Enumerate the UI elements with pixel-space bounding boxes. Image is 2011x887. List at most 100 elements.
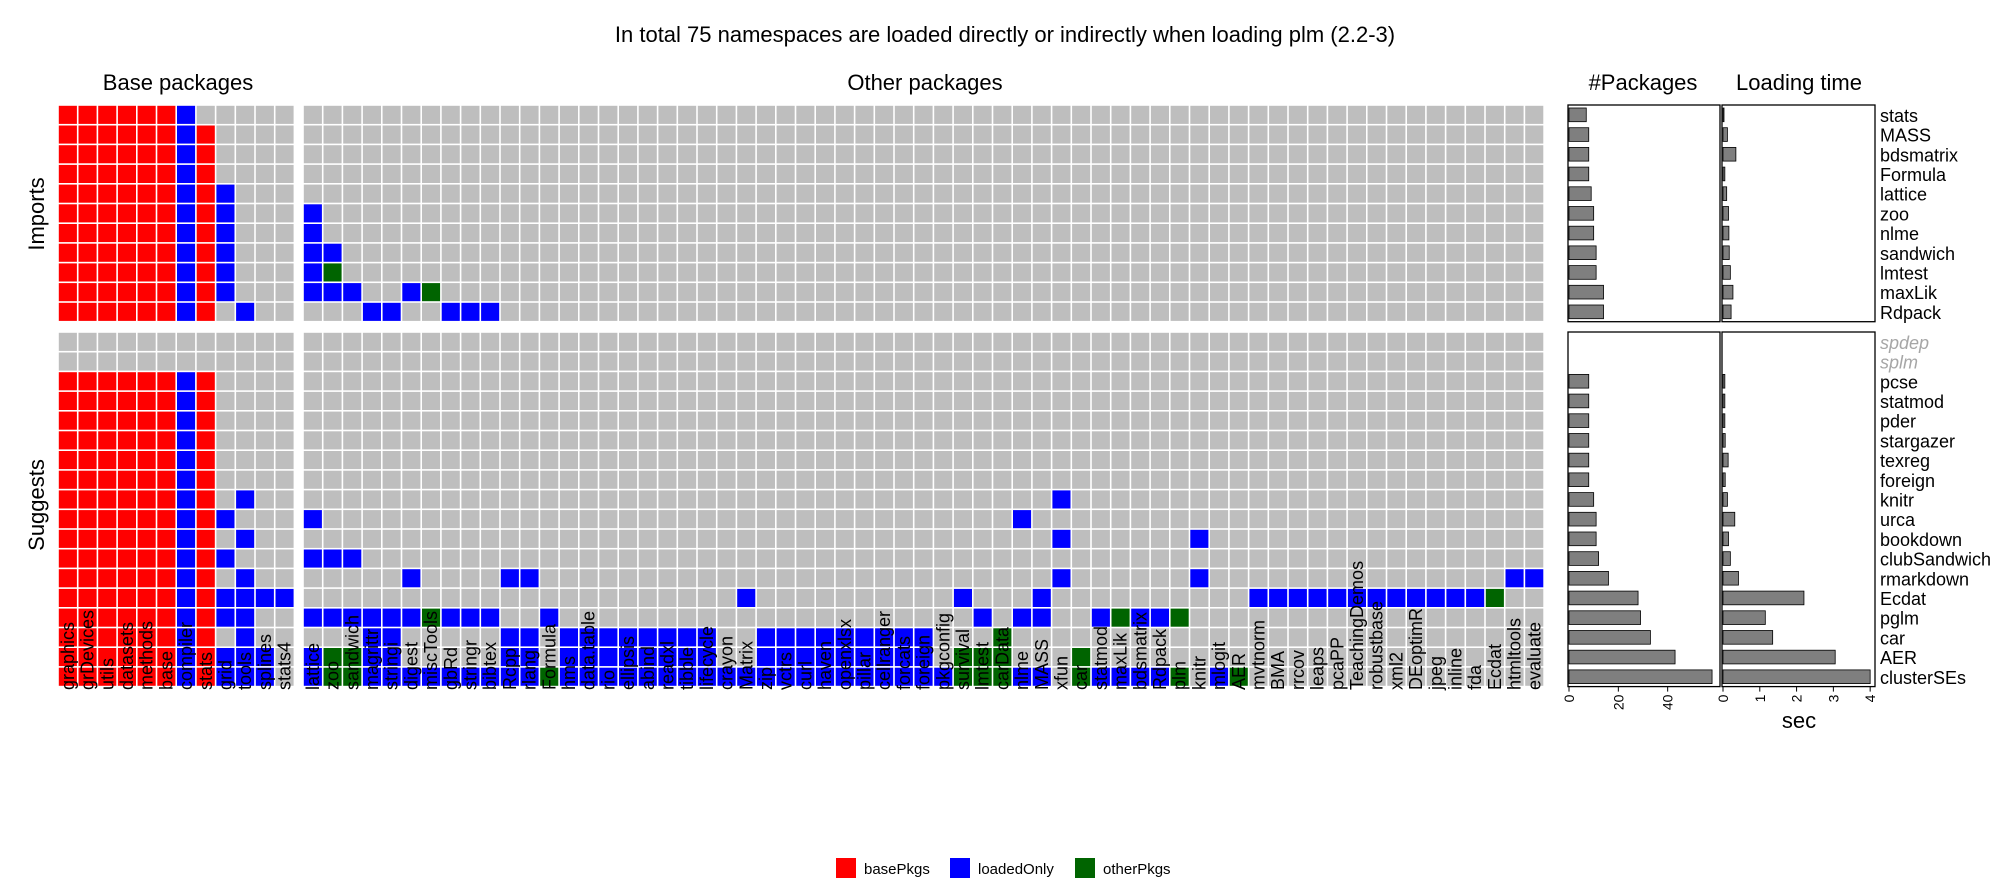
- heatmap-cell: [737, 569, 756, 588]
- heatmap-cell: [619, 391, 638, 410]
- heatmap-cell: [875, 263, 894, 282]
- heatmap-cell: [481, 125, 500, 144]
- heatmap-cell: [1446, 431, 1465, 450]
- heatmap-cell: [1032, 372, 1051, 391]
- heatmap-cell: [255, 283, 274, 302]
- heatmap-cell: [343, 164, 362, 183]
- heatmap-cell: [481, 391, 500, 410]
- heatmap-cell: [1347, 243, 1366, 262]
- heatmap-cell: [953, 510, 972, 529]
- column-label: pkgconfig: [933, 613, 953, 690]
- heatmap-cell: [993, 332, 1012, 351]
- heatmap-cell: [1426, 164, 1445, 183]
- bar: [1722, 433, 1726, 448]
- heatmap-cell: [461, 263, 480, 282]
- heatmap-cell: [461, 391, 480, 410]
- heatmap-cell: [343, 204, 362, 223]
- heatmap-cell: [78, 569, 97, 588]
- heatmap-cell: [441, 490, 460, 509]
- heatmap-cell: [1091, 667, 1110, 686]
- heatmap-cell: [1485, 105, 1504, 124]
- heatmap-cell: [1308, 145, 1327, 164]
- heatmap-cell: [1131, 352, 1150, 371]
- heatmap-cell: [776, 184, 795, 203]
- heatmap-cell: [1170, 411, 1189, 430]
- heatmap-cell: [441, 145, 460, 164]
- heatmap-cell: [973, 470, 992, 489]
- heatmap-cell: [58, 628, 77, 647]
- heatmap-cell: [540, 628, 559, 647]
- heatmap-cell: [1091, 224, 1110, 243]
- heatmap-cell: [678, 667, 697, 686]
- heatmap-cell: [1032, 105, 1051, 124]
- heatmap-cell: [756, 451, 775, 470]
- heatmap-cell: [1347, 263, 1366, 282]
- heatmap-cell: [343, 105, 362, 124]
- heatmap-cell: [275, 105, 294, 124]
- heatmap-cell: [1347, 164, 1366, 183]
- heatmap-cell: [1308, 302, 1327, 321]
- heatmap-cell: [196, 391, 215, 410]
- heatmap-cell: [953, 204, 972, 223]
- heatmap-cell: [1032, 431, 1051, 450]
- heatmap-cell: [362, 411, 381, 430]
- heatmap-cell: [1072, 628, 1091, 647]
- heatmap-cell: [1170, 184, 1189, 203]
- heatmap-cell: [1249, 302, 1268, 321]
- heatmap-cell: [461, 431, 480, 450]
- heatmap-cell: [402, 510, 421, 529]
- heatmap-cell: [599, 105, 618, 124]
- heatmap-cell: [717, 608, 736, 627]
- heatmap-cell: [717, 648, 736, 667]
- heatmap-cell: [402, 588, 421, 607]
- heatmap-cell: [619, 451, 638, 470]
- heatmap-cell: [1308, 667, 1327, 686]
- heatmap-cell: [1328, 332, 1347, 351]
- heatmap-cell: [717, 391, 736, 410]
- heatmap-cell: [137, 391, 156, 410]
- heatmap-cell: [303, 411, 322, 430]
- heatmap-cell: [1367, 608, 1386, 627]
- heatmap-cell: [1269, 224, 1288, 243]
- heatmap-cell: [58, 510, 77, 529]
- heatmap-cell: [1466, 431, 1485, 450]
- heatmap-cell: [1150, 470, 1169, 489]
- heatmap-cell: [275, 628, 294, 647]
- heatmap-cell: [1328, 667, 1347, 686]
- heatmap-cell: [481, 105, 500, 124]
- heatmap-cell: [303, 352, 322, 371]
- heatmap-cell: [973, 145, 992, 164]
- heatmap-cell: [1288, 569, 1307, 588]
- heatmap-cell: [441, 224, 460, 243]
- heatmap-cell: [1052, 391, 1071, 410]
- heatmap-cell: [835, 302, 854, 321]
- heatmap-cell: [559, 490, 578, 509]
- heatmap-cell: [216, 243, 235, 262]
- heatmap-cell: [678, 125, 697, 144]
- heatmap-cell: [236, 283, 255, 302]
- heatmap-cell: [1013, 243, 1032, 262]
- heatmap-cell: [402, 184, 421, 203]
- heatmap-cell: [1032, 302, 1051, 321]
- heatmap-cell: [756, 105, 775, 124]
- heatmap-cell: [1347, 431, 1366, 450]
- heatmap-cell: [796, 332, 815, 351]
- heatmap-cell: [658, 628, 677, 647]
- heatmap-cell: [717, 204, 736, 223]
- heatmap-cell: [658, 648, 677, 667]
- heatmap-cell: [1131, 608, 1150, 627]
- heatmap-cell: [1269, 184, 1288, 203]
- heatmap-cell: [1466, 608, 1485, 627]
- heatmap-cell: [894, 352, 913, 371]
- heatmap-cell: [638, 283, 657, 302]
- heatmap-cell: [382, 243, 401, 262]
- heatmap-cell: [1210, 105, 1229, 124]
- heatmap-cell: [737, 648, 756, 667]
- heatmap-cell: [1367, 529, 1386, 548]
- heatmap-cell: [1249, 332, 1268, 351]
- heatmap-cell: [1485, 224, 1504, 243]
- heatmap-cell: [461, 332, 480, 351]
- heatmap-cell: [1170, 549, 1189, 568]
- heatmap-cell: [1446, 608, 1465, 627]
- heatmap-cell: [137, 372, 156, 391]
